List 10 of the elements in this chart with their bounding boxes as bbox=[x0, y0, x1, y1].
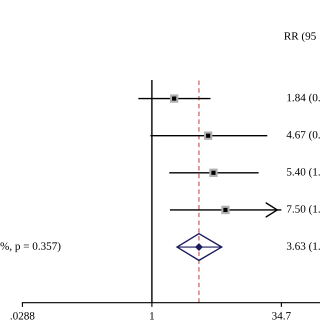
text: RR (95 bbox=[284, 32, 316, 42]
x-tick-label: 1 bbox=[150, 312, 154, 320]
annotation: %, p = 0.357) bbox=[0, 242, 60, 252]
x-tick-label: 34.7 bbox=[272, 312, 291, 320]
x-tick-label: .0288 bbox=[10, 312, 34, 320]
annotation: 5.40 (1. bbox=[287, 168, 320, 178]
annotation: 4.67 (0. bbox=[286, 130, 320, 141]
annotation: 7.50 (1. bbox=[287, 204, 320, 215]
annotation: 1.84 (0. bbox=[287, 94, 320, 104]
annotation: 3.63 (1. bbox=[286, 242, 320, 252]
